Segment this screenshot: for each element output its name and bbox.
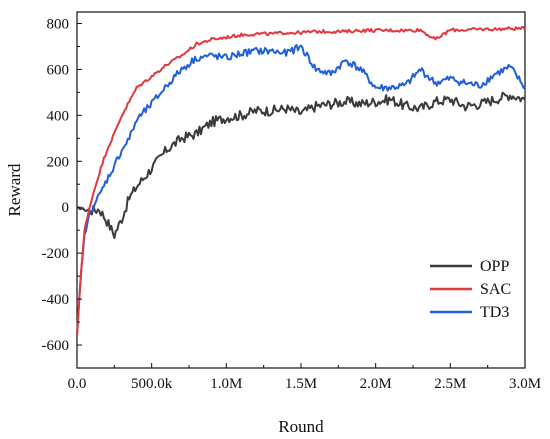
y-tick-label: 200: [47, 154, 70, 170]
x-axis-title: Round: [278, 417, 324, 436]
legend-label-td3: TD3: [480, 304, 509, 321]
y-tick-label: 800: [47, 16, 70, 32]
y-tick-label: 600: [47, 62, 70, 78]
x-tick-label: 2.0M: [360, 376, 392, 392]
legend: OPP SAC TD3: [430, 258, 511, 321]
plot-frame: [76, 11, 526, 369]
x-tick-label: 2.5M: [434, 376, 466, 392]
series-line-opp: [76, 91, 526, 239]
axis-ticks: 0.0 500.0k 1.0M 1.5M 2.0M 2.5M 3.0M -600 -400 -20…: [42, 16, 542, 392]
plot-area: [76, 11, 526, 369]
series-line-td3: [76, 44, 526, 336]
x-tick-label: 3.0M: [509, 376, 541, 392]
x-tick-label: 0.0: [68, 376, 87, 392]
y-tick-label: -600: [42, 338, 70, 354]
y-tick-label: -400: [42, 292, 70, 308]
legend-label-opp: OPP: [480, 258, 509, 275]
legend-label-sac: SAC: [480, 281, 511, 298]
x-tick-label: 1.5M: [285, 376, 317, 392]
series-lines: [76, 25, 526, 336]
y-axis-title: Reward: [5, 163, 24, 216]
y-tick-label: -200: [42, 246, 70, 262]
x-tick-label: 1.0M: [210, 376, 242, 392]
y-tick-label: 0: [62, 200, 70, 216]
x-tick-label: 500.0k: [131, 376, 173, 392]
series-line-sac: [76, 25, 526, 336]
y-tick-label: 400: [47, 108, 70, 124]
